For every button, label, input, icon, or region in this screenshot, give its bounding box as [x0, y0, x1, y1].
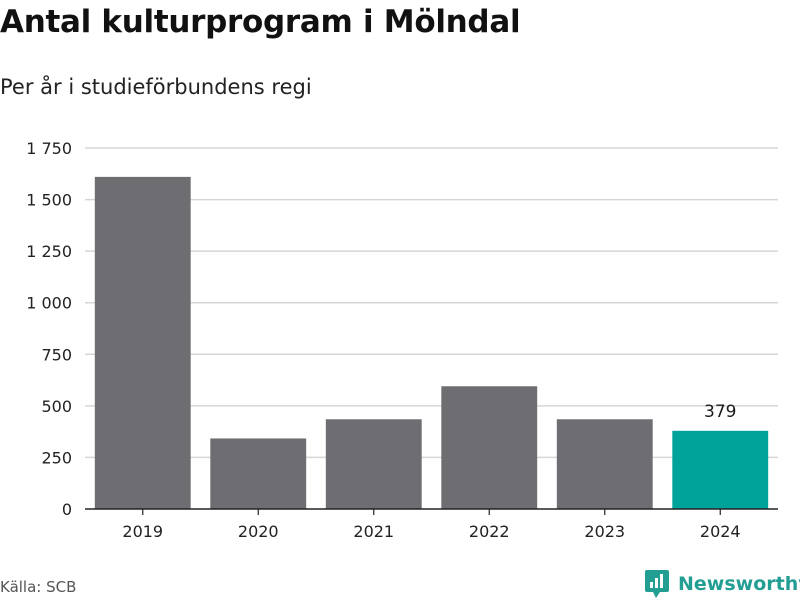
y-tick-label: 250 [41, 448, 72, 467]
y-tick-label: 750 [41, 345, 72, 364]
newsworthy-logo-icon [645, 570, 669, 598]
bar-2019 [94, 176, 191, 509]
x-tick-label: 2020 [238, 522, 279, 541]
chart-subtitle: Per år i studieförbundens regi [0, 75, 312, 99]
bar-2022 [441, 386, 538, 509]
x-tick-label: 2021 [353, 522, 394, 541]
x-tick-label: 2022 [469, 522, 510, 541]
gridlines [85, 147, 778, 459]
y-tick-label: 1 750 [26, 139, 72, 158]
chart-title: Antal kulturprogram i Mölndal [0, 4, 521, 40]
y-tick-label: 1 000 [26, 294, 72, 313]
bar-2021 [325, 419, 422, 509]
bar-2023 [556, 419, 653, 509]
y-tick-label: 500 [41, 397, 72, 416]
y-axis-ticks: 0 250 500 750 1 000 1 250 1 500 1 750 [26, 139, 72, 519]
brand-logo: Newsworthy [644, 569, 800, 599]
y-tick-label: 1 250 [26, 242, 72, 261]
x-tick-label: 2024 [700, 522, 741, 541]
data-labels: 379 [704, 402, 736, 422]
data-label: 379 [704, 402, 736, 422]
x-axis-ticks: 2019 2020 2021 2022 2023 2024 [85, 508, 778, 541]
bar-2020 [210, 438, 307, 509]
y-tick-label: 1 500 [26, 191, 72, 210]
bar-2024 [672, 430, 769, 509]
source-note: Källa: SCB [0, 578, 77, 596]
x-tick-label: 2023 [584, 522, 625, 541]
brand-name: Newsworthy [678, 573, 800, 595]
bars [94, 176, 769, 509]
x-tick-label: 2019 [122, 522, 163, 541]
y-tick-label: 0 [62, 500, 72, 519]
